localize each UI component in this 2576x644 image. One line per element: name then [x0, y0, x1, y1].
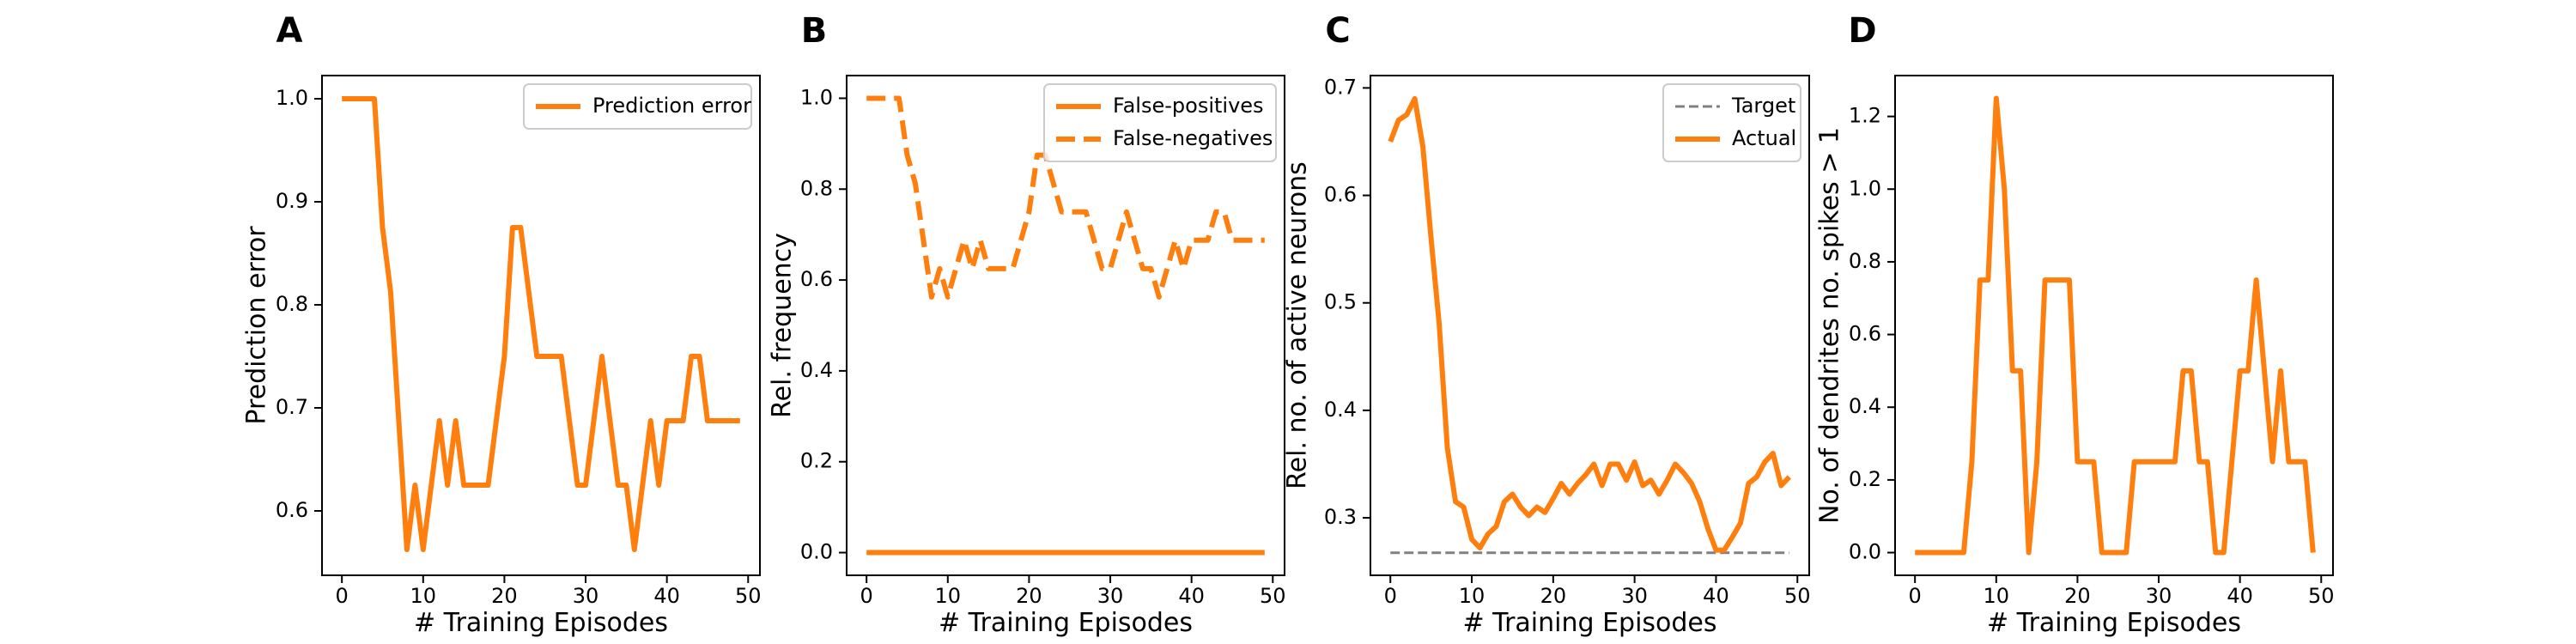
y-tick-label: 0.6 — [1849, 322, 1881, 346]
y-tick-label: 0.4 — [1324, 398, 1357, 422]
x-tick-label: 20 — [1016, 584, 1042, 608]
legend-label: Target — [1731, 94, 1795, 118]
y-tick-label: 0.9 — [276, 189, 308, 213]
legend-label: False-negatives — [1113, 126, 1273, 150]
x-axis-label: # Training Episodes — [939, 608, 1193, 638]
x-tick-label: 40 — [1178, 584, 1205, 608]
legend-label: False-positives — [1113, 94, 1264, 118]
y-tick-label: 0.2 — [1849, 467, 1881, 491]
x-tick-label: 50 — [735, 584, 762, 608]
y-tick-label: 0.2 — [800, 449, 833, 473]
y-tick-label: 1.0 — [800, 85, 833, 109]
chart-d: D 0 10 20 30 40 50 0.0 0.2 0.4 0.6 0.8 1.0 1.2 # Train… — [1815, 11, 2335, 638]
legend-box — [1043, 83, 1277, 162]
x-tick-label: 0 — [1384, 584, 1397, 608]
y-tick-label: 0.8 — [276, 292, 308, 316]
y-tick-label: 0.6 — [1324, 183, 1357, 207]
y-tick-label: 0.0 — [800, 540, 833, 564]
legend-box — [523, 83, 752, 130]
panel-letter: D — [1848, 11, 1876, 51]
x-axis-label: # Training Episodes — [1987, 608, 2241, 638]
x-tick-label: 10 — [410, 584, 437, 608]
x-tick-label: 40 — [653, 584, 680, 608]
x-tick-label: 0 — [336, 584, 349, 608]
y-tick-label: 0.7 — [276, 395, 308, 419]
y-tick-label: 0.0 — [1849, 540, 1881, 564]
series-line-series — [1915, 95, 2316, 556]
y-tick-label: 0.7 — [1324, 75, 1357, 99]
chart-c: C 0 10 20 30 40 50 0.3 0.4 0.5 0.6 0.7 # Training Ep… — [1283, 11, 1811, 638]
x-tick-label: 30 — [2146, 584, 2172, 608]
axes-frame — [846, 75, 1285, 576]
x-tick-label: 50 — [1784, 584, 1811, 608]
legend-label: Actual — [1732, 126, 1796, 150]
x-tick-label: 20 — [2064, 584, 2091, 608]
y-tick-label: 0.4 — [800, 358, 833, 382]
x-axis-label: # Training Episodes — [414, 608, 668, 638]
y-tick-label: 0.8 — [800, 176, 833, 200]
x-tick-label: 0 — [860, 584, 873, 608]
axes-frame — [1894, 75, 2334, 576]
y-tick-label: 0.6 — [800, 267, 833, 291]
y-axis-label: No. of dendrites no. spikes > 1 — [1815, 127, 1845, 524]
y-axis-label: Rel. frequency — [768, 233, 798, 418]
x-tick-label: 30 — [1097, 584, 1124, 608]
y-tick-label: 1.0 — [1849, 176, 1881, 200]
legend: False-positives False-negatives — [1043, 83, 1277, 162]
chart-b: B 0 10 20 30 40 50 0.0 0.2 0.4 0.6 0.8 1.0 # Training… — [768, 11, 1286, 638]
x-tick-label: 40 — [2227, 584, 2253, 608]
panel-letter: B — [801, 11, 828, 51]
series-line-false-negatives — [866, 95, 1265, 300]
legend: Prediction error — [523, 83, 752, 130]
x-tick-label: 50 — [2308, 584, 2335, 608]
y-axis-label: Prediction error — [242, 226, 272, 425]
panel-letter: A — [276, 11, 303, 51]
x-tick-label: 10 — [1984, 584, 2010, 608]
y-tick-label: 0.5 — [1324, 290, 1357, 314]
x-tick-label: 20 — [491, 584, 518, 608]
x-tick-label: 30 — [1621, 584, 1648, 608]
x-tick-label: 50 — [1260, 584, 1286, 608]
x-tick-label: 20 — [1540, 584, 1567, 608]
legend-label: Prediction error — [592, 94, 751, 118]
chart-a: A 0 10 20 30 40 50 0.6 0.7 0.8 0.9 1.0 # Training Ep… — [242, 11, 762, 638]
y-tick-label: 1.0 — [276, 86, 308, 110]
x-tick-label: 10 — [1459, 584, 1485, 608]
axes-frame — [321, 75, 761, 576]
y-axis-label: Rel. no. of active neurons — [1283, 161, 1313, 489]
x-tick-label: 30 — [573, 584, 599, 608]
x-tick-label: 0 — [1909, 584, 1922, 608]
y-tick-label: 0.6 — [276, 498, 308, 522]
axes-frame — [1370, 75, 1810, 576]
panel-letter: C — [1325, 11, 1350, 51]
series-line-prediction-error — [342, 96, 740, 552]
legend-box — [1662, 83, 1801, 162]
y-tick-label: 0.3 — [1324, 505, 1357, 529]
y-tick-label: 0.4 — [1849, 394, 1881, 418]
y-tick-label: 0.8 — [1849, 249, 1881, 273]
legend: Target Actual — [1662, 83, 1801, 162]
y-tick-label: 1.2 — [1849, 104, 1881, 128]
x-axis-label: # Training Episodes — [1462, 608, 1716, 638]
series-line-actual — [1388, 95, 1791, 553]
x-tick-label: 40 — [1703, 584, 1729, 608]
x-tick-label: 10 — [935, 584, 962, 608]
